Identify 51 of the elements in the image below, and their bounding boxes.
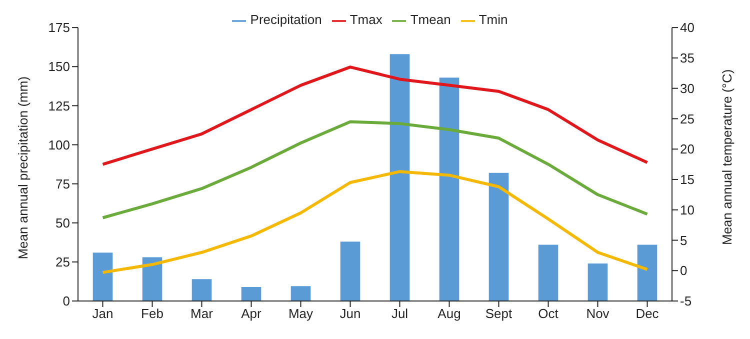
bar: [92, 252, 113, 301]
bar: [488, 172, 509, 301]
legend-label: Tmax: [350, 12, 382, 27]
x-tick-label: Dec: [636, 306, 660, 322]
x-tick-label: Nov: [586, 306, 610, 322]
bar: [637, 244, 658, 301]
bar: [290, 286, 311, 301]
x-tick-label: May: [288, 306, 314, 322]
bar: [390, 54, 410, 301]
x-tick-label: Mar: [190, 306, 214, 322]
legend-label: Tmin: [478, 12, 508, 27]
bar: [241, 286, 262, 301]
y-tick-label: 100: [48, 137, 70, 152]
y2-tick-label: 0: [680, 263, 688, 278]
legend-label: Precipitation: [250, 12, 322, 27]
y2-tick-label: -5: [680, 294, 692, 309]
y2-tick-label: 35: [680, 50, 694, 66]
x-tick-label: Jul: [391, 306, 408, 322]
y2-tick-label: 30: [680, 80, 694, 96]
line-series: [101, 170, 649, 274]
y2-tick-label: 20: [680, 142, 694, 157]
bar: [340, 242, 360, 301]
y2-tick-label: 25: [680, 111, 694, 126]
bar: [192, 279, 212, 301]
y-axis-title: Mean annual precipitation (mm): [16, 76, 31, 260]
y2-tick-label: 5: [680, 232, 688, 248]
y2-axis-title: Mean annual temperature (°C): [720, 69, 735, 246]
y-tick-label: 125: [48, 98, 70, 114]
y-tick-label: 0: [62, 294, 70, 309]
x-tick-label: Jun: [340, 306, 361, 322]
line-series: [101, 66, 649, 166]
y-tick-label: 75: [56, 176, 70, 192]
bar: [538, 244, 558, 301]
y2-tick-label: 15: [680, 172, 694, 188]
bar: [142, 257, 162, 301]
bar: [439, 78, 460, 301]
y-tick-label: 150: [48, 59, 70, 74]
x-tick-label: Oct: [538, 306, 559, 322]
y-tick-label: 25: [56, 254, 70, 270]
x-tick-label: Apr: [241, 306, 262, 322]
legend-label: Tmean: [410, 12, 451, 27]
x-tick-label: Sept: [485, 306, 513, 322]
line-series: [101, 120, 649, 220]
y-tick-label: 50: [56, 215, 70, 230]
y2-tick-label: 10: [680, 202, 694, 218]
y-tick-label: 175: [48, 20, 70, 36]
x-tick-label: Jan: [92, 306, 114, 322]
x-tick-label: Feb: [141, 306, 164, 322]
bar: [588, 264, 608, 301]
x-tick-label: Aug: [438, 306, 461, 322]
y2-tick-label: 40: [680, 20, 694, 36]
